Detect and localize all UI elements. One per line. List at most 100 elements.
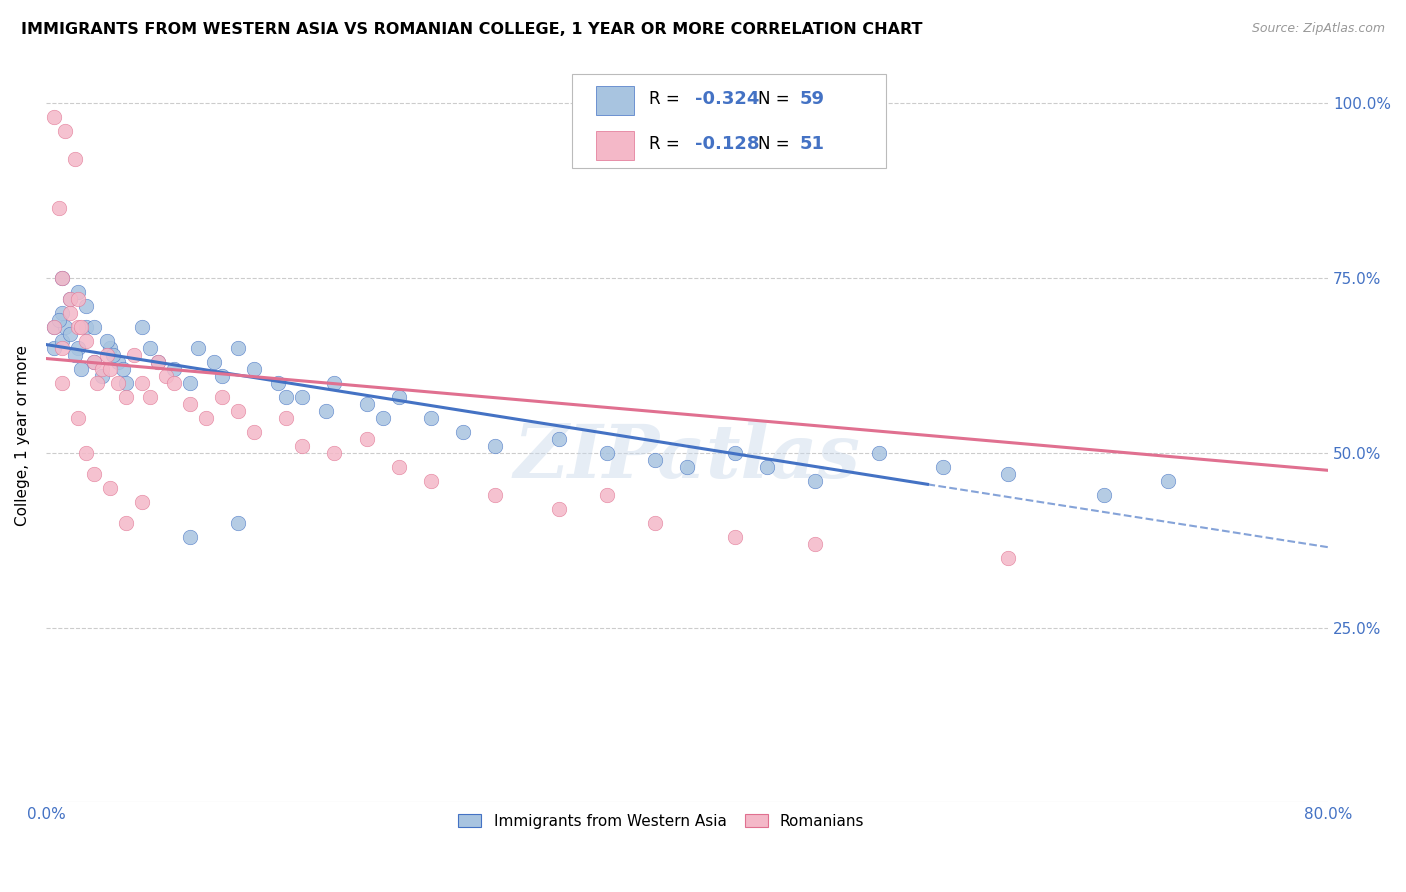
Text: IMMIGRANTS FROM WESTERN ASIA VS ROMANIAN COLLEGE, 1 YEAR OR MORE CORRELATION CHA: IMMIGRANTS FROM WESTERN ASIA VS ROMANIAN… (21, 22, 922, 37)
Point (276, 390, 298, 404)
Point (155, 369, 177, 384)
Point (59, 292, 82, 306)
Point (91, 369, 114, 384)
Point (115, 390, 138, 404)
Point (226, 404, 249, 418)
Point (66, 341, 89, 355)
Point (179, 530, 201, 544)
Point (115, 516, 138, 530)
Point (484, 488, 506, 502)
Point (146, 355, 169, 369)
Point (131, 495, 153, 509)
Point (1157, 474, 1180, 488)
Point (66, 285, 89, 300)
Point (451, 425, 474, 439)
Point (66, 411, 89, 425)
Point (1092, 488, 1115, 502)
Point (596, 446, 619, 460)
FancyBboxPatch shape (572, 74, 886, 168)
Point (315, 404, 337, 418)
Point (59, 327, 82, 342)
Point (53, 320, 76, 334)
Point (75, 446, 97, 460)
Point (59, 306, 82, 320)
Point (195, 411, 218, 425)
Point (202, 355, 225, 369)
Point (96, 334, 118, 348)
Point (387, 390, 409, 404)
Point (724, 530, 747, 544)
Point (291, 439, 314, 453)
Point (51, 376, 73, 390)
Point (96, 348, 118, 362)
Point (48, 201, 70, 215)
Point (53, 124, 76, 138)
Point (75, 320, 97, 334)
Point (111, 362, 134, 376)
Point (756, 459, 779, 474)
Point (211, 369, 233, 384)
Point (226, 341, 249, 355)
Point (997, 550, 1019, 565)
Point (122, 348, 145, 362)
Point (323, 376, 346, 390)
Text: ZIPatlas: ZIPatlas (513, 421, 860, 493)
Point (804, 474, 827, 488)
Point (804, 537, 827, 551)
Point (419, 474, 441, 488)
Point (75, 334, 97, 348)
Point (644, 453, 666, 467)
Point (63, 348, 86, 362)
Point (63, 153, 86, 167)
Point (163, 362, 186, 376)
Point (51, 306, 73, 320)
Point (83, 467, 105, 481)
Text: R =: R = (648, 90, 685, 108)
Point (676, 459, 699, 474)
Point (868, 446, 890, 460)
Point (243, 425, 266, 439)
Point (932, 459, 955, 474)
Point (419, 411, 441, 425)
Point (48, 313, 70, 327)
Legend: Immigrants from Western Asia, Romanians: Immigrants from Western Asia, Romanians (453, 807, 870, 835)
Point (107, 355, 129, 369)
Text: 59: 59 (800, 90, 825, 108)
Text: R =: R = (648, 135, 685, 153)
Point (66, 292, 89, 306)
Point (644, 516, 666, 530)
Point (139, 390, 162, 404)
Point (83, 320, 105, 334)
Point (226, 516, 249, 530)
Point (70, 362, 93, 376)
Point (291, 390, 314, 404)
Point (163, 376, 186, 390)
Text: -0.128: -0.128 (695, 135, 759, 153)
Text: Source: ZipAtlas.com: Source: ZipAtlas.com (1251, 22, 1385, 36)
Text: -0.324: -0.324 (695, 90, 759, 108)
Point (131, 376, 153, 390)
Point (356, 432, 378, 446)
Point (323, 446, 346, 460)
Text: N =: N = (758, 135, 794, 153)
Point (83, 355, 105, 369)
Point (139, 341, 162, 355)
Point (371, 411, 394, 425)
Point (596, 488, 619, 502)
FancyBboxPatch shape (596, 131, 634, 160)
Point (98, 481, 121, 495)
Point (83, 355, 105, 369)
Point (86, 376, 108, 390)
Point (724, 446, 747, 460)
Y-axis label: College, 1 year or more: College, 1 year or more (15, 345, 30, 526)
Point (103, 348, 125, 362)
Point (997, 467, 1019, 481)
Point (267, 376, 290, 390)
Point (42, 320, 65, 334)
Text: N =: N = (758, 90, 794, 108)
Point (51, 271, 73, 285)
Point (75, 299, 97, 313)
Point (51, 334, 73, 348)
Point (179, 376, 201, 390)
Point (42, 341, 65, 355)
